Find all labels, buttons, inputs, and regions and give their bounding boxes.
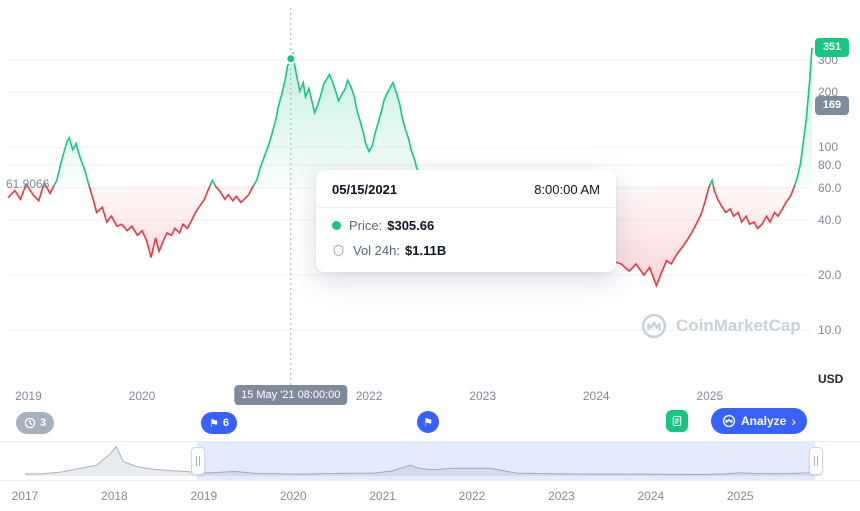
brush-x-axis-label: 2018 [101, 489, 128, 503]
reference-price-badge: 169 [815, 95, 849, 115]
y-axis-label: 10.0 [818, 323, 842, 338]
news-marker-button[interactable] [666, 410, 688, 432]
x-axis-label: 2022 [355, 389, 383, 403]
clock-icon [24, 417, 36, 429]
tooltip-volume-value: $1.11B [405, 243, 447, 258]
history-count: 3 [40, 417, 47, 429]
tooltip-time: 8:00:00 AM [534, 182, 600, 197]
x-axis-label: 2025 [696, 389, 724, 403]
brush-x-axis-label: 2022 [458, 489, 486, 503]
x-axis-label: 2023 [469, 389, 497, 403]
brush-x-axis-label: 2019 [190, 489, 218, 503]
y-axis-unit-label: USD [818, 372, 844, 386]
x-axis-label: 2019 [15, 389, 42, 403]
chart-tooltip: 05/15/2021 8:00:00 AM Price: $305.66 Vol… [316, 170, 616, 272]
x-axis-label: 2024 [582, 389, 610, 403]
latest-price-badge: 351 [815, 37, 849, 57]
y-axis-label: 100 [818, 140, 839, 155]
tooltip-volume-row: Vol 24h: $1.11B [316, 233, 616, 272]
history-marker-button[interactable]: 3 [16, 412, 55, 434]
analyze-label: Analyze [741, 414, 787, 428]
price-dot-icon [332, 221, 341, 230]
tooltip-price-row: Price: $305.66 [316, 208, 616, 233]
news-icon [672, 416, 682, 426]
brush-x-axis-label: 2023 [548, 489, 575, 503]
tooltip-price-label: Price: [349, 218, 383, 233]
y-axis-label: 20.0 [818, 268, 842, 283]
brush-sparkline [24, 445, 822, 476]
watermark: CoinMarketCap [640, 312, 801, 340]
chevron-right-icon: › [791, 413, 797, 429]
brush-x-axis-label: 2021 [369, 489, 396, 503]
baseline-price-label: 61.9066 [6, 177, 50, 192]
flag-marker-button[interactable]: ⚑ 6 [201, 412, 237, 434]
brush-x-axis-label: 2020 [279, 489, 307, 503]
flag-icon: ⚑ [209, 416, 219, 430]
brush-x-axis-label: 2017 [11, 489, 39, 503]
brush-handle-left[interactable] [190, 447, 205, 475]
brush-handle-right[interactable] [809, 447, 824, 475]
tooltip-date: 05/15/2021 [332, 182, 398, 197]
x-axis-label: 2020 [128, 389, 156, 403]
flag-icon: ⚑ [423, 415, 433, 429]
coinmarketcap-logo-icon [641, 313, 667, 339]
coinmarketcap-logo-icon [722, 414, 736, 428]
y-axis-label: 80.0 [818, 158, 842, 173]
y-axis-label: 40.0 [818, 213, 842, 228]
brush-x-axis-label: 2024 [637, 489, 665, 503]
brush-x-axis-label: 2025 [726, 489, 754, 503]
y-axis-label: 60.0 [818, 180, 842, 195]
brush-selection[interactable] [196, 442, 816, 480]
tooltip-header: 05/15/2021 8:00:00 AM [316, 170, 616, 208]
analyze-button[interactable]: Analyze › [711, 408, 808, 434]
watermark-text: CoinMarketCap [676, 316, 801, 335]
flag-marker-single-button[interactable]: ⚑ [417, 411, 439, 433]
crosshair-date-badge: 15 May '21 08:00:00 [234, 385, 348, 405]
tooltip-volume-label: Vol 24h: [353, 243, 400, 258]
timeline-brush[interactable] [0, 441, 860, 481]
shield-icon [333, 244, 344, 257]
tooltip-price-value: $305.66 [387, 218, 435, 233]
flag-count: 6 [222, 417, 229, 429]
